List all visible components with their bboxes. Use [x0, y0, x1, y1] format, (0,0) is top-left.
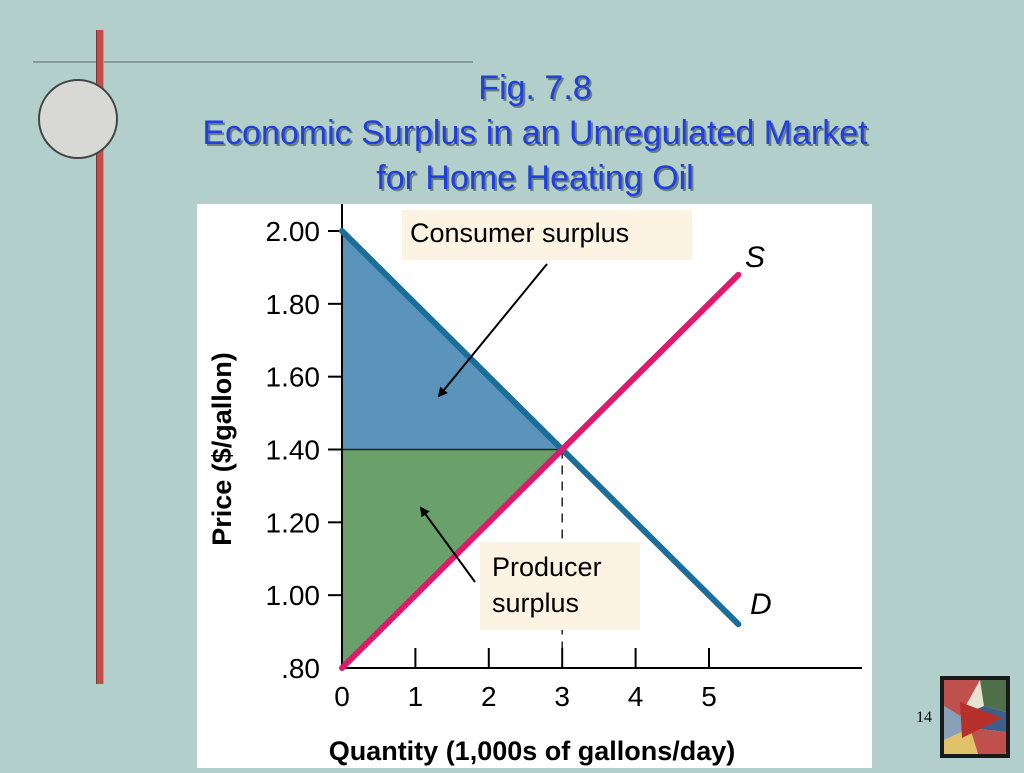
y-tick-label: 1.40 — [266, 435, 321, 466]
producer-surplus-label-line-2: surplus — [492, 588, 579, 618]
chart-panel: .80 1.00 1.20 1.40 1.60 1.80 2.00 0 1 2 3 4 5 S D C… — [197, 204, 872, 768]
surplus-chart: .80 1.00 1.20 1.40 1.60 1.80 2.00 0 1 2 3 4 5 S D C… — [207, 204, 862, 766]
x-axis-ticks: 0 1 2 3 4 5 — [334, 648, 717, 712]
y-axis-ticks: .80 1.00 1.20 1.40 1.60 1.80 2.00 — [266, 216, 342, 684]
x-tick-label: 1 — [408, 681, 424, 712]
title-line-2: Economic Surplus in an Unregulated Marke… — [202, 114, 868, 152]
title-line-1: Fig. 7.8 — [478, 69, 592, 107]
y-tick-label: .80 — [281, 653, 320, 684]
producer-surplus-label-line-1: Producer — [492, 552, 602, 582]
producer-surplus-label: Producer surplus — [492, 552, 609, 618]
decorative-vertical-bar — [96, 30, 104, 684]
demand-curve — [339, 228, 742, 628]
consumer-surplus-arrow — [437, 263, 548, 398]
x-axis-title: Quantity (1,000s of gallons/day) — [329, 736, 736, 766]
y-tick-label: 2.00 — [266, 216, 321, 247]
slide-number: 14 — [916, 709, 932, 726]
demand-curve-label: D — [750, 588, 772, 621]
y-axis-title: Price ($/gallon) — [207, 352, 237, 546]
y-tick-label: 1.80 — [266, 289, 321, 320]
x-tick-label: 5 — [701, 681, 717, 712]
consumer-surplus-label-box — [402, 210, 692, 260]
x-tick-label: 4 — [628, 681, 644, 712]
consumer-surplus-label: Consumer surplus — [410, 218, 629, 248]
title-line-3: for Home Heating Oil — [376, 159, 694, 197]
producer-surplus-arrow — [419, 506, 476, 583]
supply-curve — [339, 271, 742, 671]
producer-surplus-label-box — [480, 542, 640, 630]
decorative-horizontal-line — [33, 61, 473, 63]
y-tick-label: 1.20 — [266, 507, 321, 538]
publisher-logo-icon — [940, 676, 1010, 758]
x-tick-label: 0 — [334, 681, 350, 712]
x-tick-label: 3 — [554, 681, 570, 712]
x-tick-label: 2 — [481, 681, 497, 712]
supply-curve-label: S — [745, 241, 765, 274]
y-tick-label: 1.00 — [266, 580, 321, 611]
y-tick-label: 1.60 — [266, 362, 321, 393]
decorative-circle — [38, 79, 118, 159]
slide-title: Fig. 7.8 Economic Surplus in an Unregula… — [130, 66, 940, 201]
